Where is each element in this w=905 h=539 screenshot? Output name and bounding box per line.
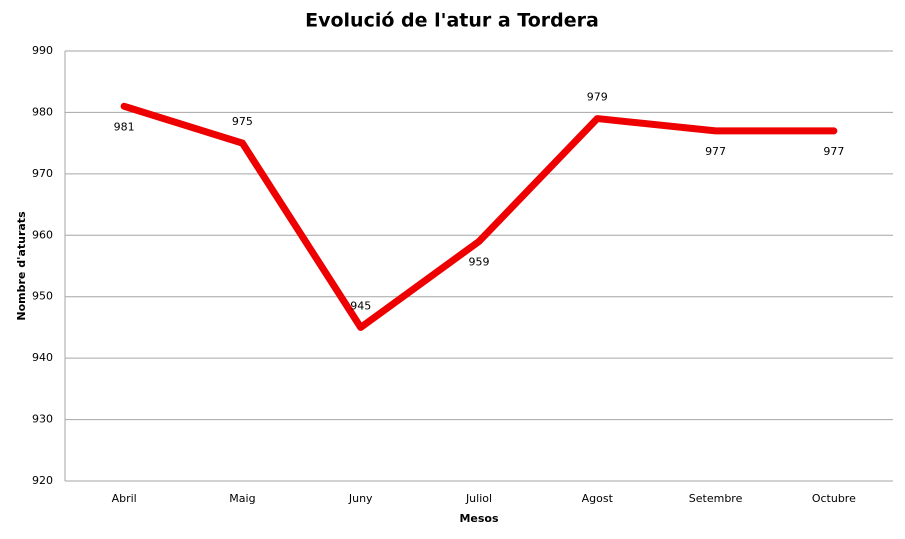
y-tick-label: 940 bbox=[32, 351, 53, 364]
data-label: 977 bbox=[705, 145, 726, 158]
y-tick-label: 980 bbox=[32, 105, 53, 118]
y-tick-label: 920 bbox=[32, 474, 53, 487]
data-label: 981 bbox=[114, 120, 135, 133]
x-axis-title: Mesos bbox=[459, 512, 499, 525]
y-tick-label: 930 bbox=[32, 413, 53, 426]
y-axis-title: Nombre d'aturats bbox=[15, 211, 28, 321]
data-label: 959 bbox=[469, 255, 490, 268]
data-label: 945 bbox=[350, 299, 371, 312]
data-label: 975 bbox=[232, 115, 253, 128]
y-tick-label: 960 bbox=[32, 228, 53, 241]
x-tick-label: Octubre bbox=[812, 492, 856, 505]
x-tick-label: Setembre bbox=[689, 492, 743, 505]
x-tick-label: Juny bbox=[348, 492, 373, 505]
data-label: 979 bbox=[587, 91, 608, 104]
data-label: 977 bbox=[823, 145, 844, 158]
x-tick-label: Agost bbox=[582, 492, 614, 505]
x-tick-label: Abril bbox=[112, 492, 137, 505]
y-tick-label: 950 bbox=[32, 290, 53, 303]
x-tick-label: Maig bbox=[229, 492, 255, 505]
chart-title: Evolució de l'atur a Tordera bbox=[305, 10, 599, 32]
y-tick-label: 990 bbox=[32, 44, 53, 57]
line bbox=[120, 102, 838, 331]
x-tick-label: Juliol bbox=[465, 492, 492, 505]
y-tick-label: 970 bbox=[32, 167, 53, 180]
